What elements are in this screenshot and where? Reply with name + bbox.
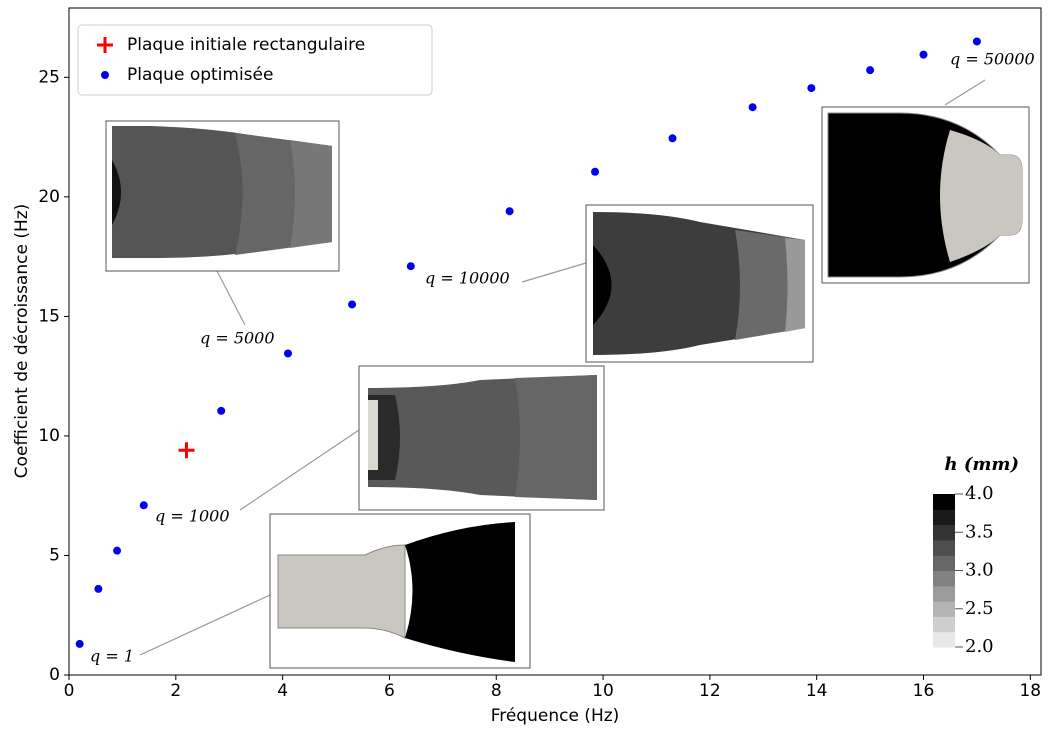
y-axis-label: Coefficient de décroissance (Hz) — [12, 204, 32, 479]
annotation: q = 50000 — [950, 50, 1035, 69]
point — [139, 501, 148, 510]
colorbar-band — [933, 631, 955, 648]
colorbar-band — [933, 524, 955, 541]
point — [348, 300, 357, 309]
point — [178, 442, 195, 459]
inset-q5000 — [105, 120, 340, 272]
x-axis-label: Fréquence (Hz) — [491, 706, 620, 726]
colorbar-tick-label: 4.0 — [965, 483, 994, 504]
x-tick-label: 6 — [384, 681, 395, 701]
x-tick-label: 0 — [64, 681, 75, 701]
y-tick-label: 0 — [49, 665, 60, 685]
annotation: q = 1000 — [155, 507, 230, 526]
legend — [77, 24, 433, 96]
y-tick-label: 15 — [38, 306, 60, 326]
legend-label: Plaque optimisée — [127, 65, 273, 85]
point — [591, 167, 600, 176]
point — [505, 207, 514, 216]
x-tick-label: 18 — [1019, 681, 1041, 701]
y-tick-label: 10 — [38, 426, 60, 446]
colorbar-band — [933, 494, 955, 510]
x-tick-label: 2 — [170, 681, 181, 701]
point — [919, 50, 928, 59]
colorbar-tick-label: 3.5 — [965, 521, 994, 542]
plot-frame — [68, 7, 1042, 676]
point — [866, 66, 875, 75]
inset-q10000 — [585, 204, 814, 363]
colorbar-tick-label: 2.0 — [965, 636, 994, 657]
x-tick-label: 4 — [277, 681, 288, 701]
point — [972, 37, 981, 46]
point — [668, 134, 677, 143]
colorbar-band — [933, 601, 955, 617]
legend-label: Plaque initiale rectangulaire — [127, 35, 365, 55]
x-tick-label: 14 — [806, 681, 828, 701]
inset-q1 — [269, 513, 531, 669]
point — [113, 546, 122, 555]
y-tick-label: 20 — [38, 187, 60, 207]
point — [748, 103, 757, 112]
colorbar-tick-label: 2.5 — [965, 598, 994, 619]
y-tick-label: 25 — [38, 67, 60, 87]
colorbar-band — [933, 616, 955, 633]
x-tick-label: 8 — [491, 681, 502, 701]
annotation: q = 5000 — [200, 329, 275, 348]
x-tick-label: 16 — [913, 681, 935, 701]
x-tick-label: 10 — [592, 681, 614, 701]
leader-lines — [139, 79, 986, 656]
y-tick-label: 5 — [49, 545, 60, 565]
point — [94, 584, 103, 593]
inset-q50000 — [821, 106, 1030, 284]
legend-marker — [97, 37, 113, 53]
colorbar-band — [933, 570, 955, 587]
point — [283, 349, 292, 358]
colorbar-label: h (mm) — [945, 454, 1019, 475]
x-tick-label: 12 — [699, 681, 721, 701]
point — [807, 84, 816, 93]
annotation: q = 10000 — [425, 269, 510, 288]
colorbar-band — [933, 555, 955, 571]
colorbar-tick-label: 3.0 — [965, 560, 994, 581]
point — [406, 262, 415, 271]
point — [75, 639, 84, 648]
inset-q1000 — [358, 365, 605, 511]
legend-marker — [101, 71, 109, 79]
colorbar-band — [933, 585, 955, 602]
annotation: q = 1 — [90, 647, 134, 666]
point — [217, 406, 226, 415]
colorbar-band — [933, 509, 955, 526]
colorbar-band — [933, 539, 955, 556]
